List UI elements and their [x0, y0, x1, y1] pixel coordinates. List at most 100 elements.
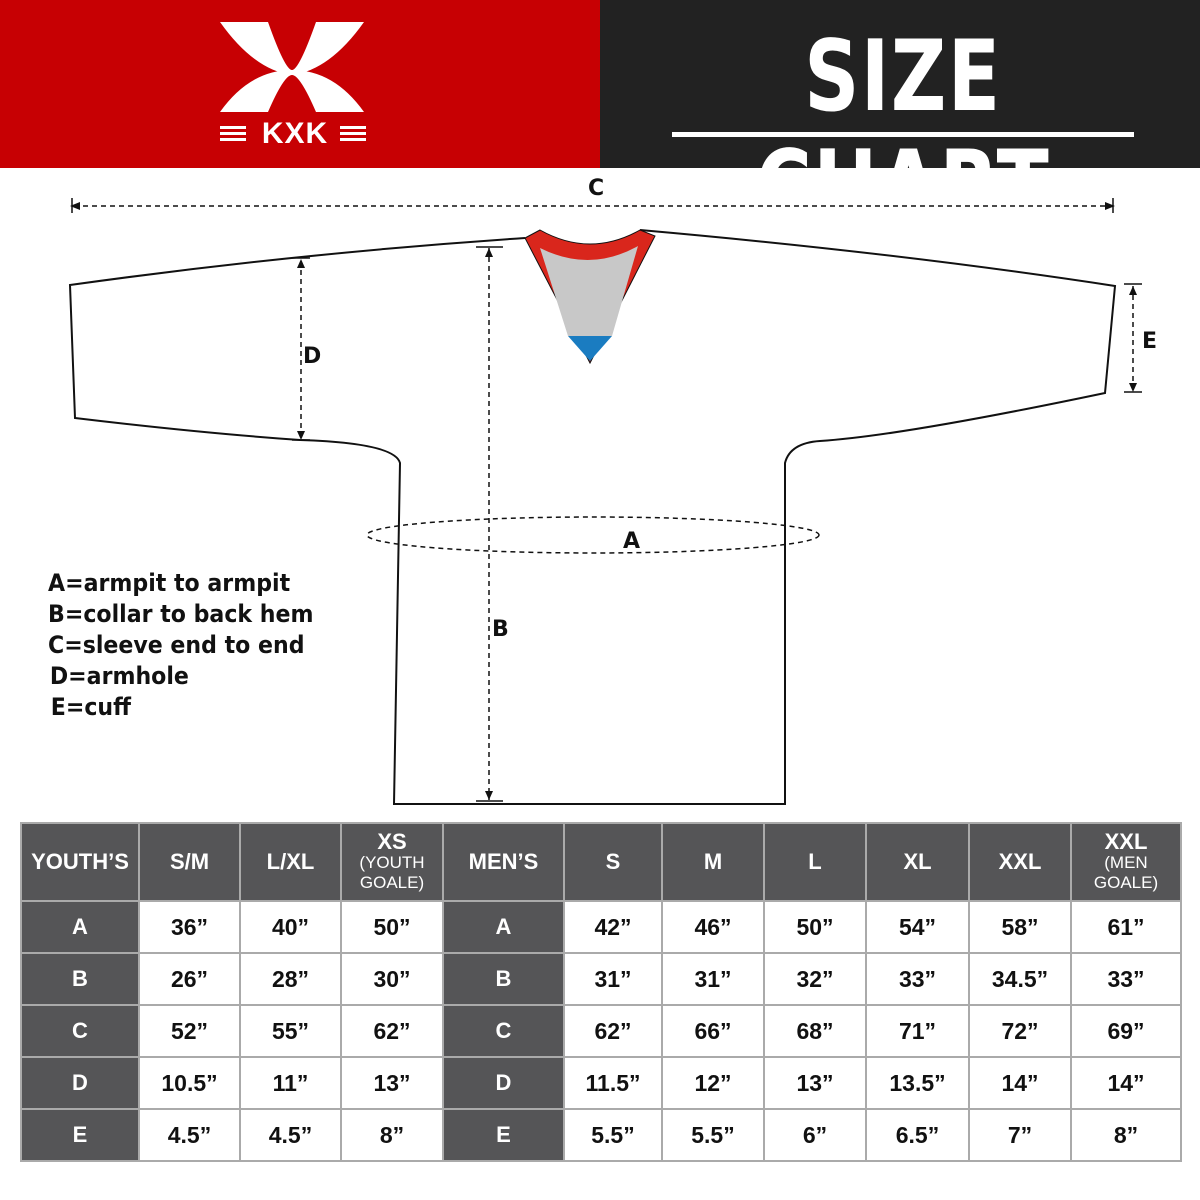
table-cell: 13” [763, 1056, 867, 1110]
table-row: E 4.5” 4.5” 8” E 5.5” 5.5” 6” 6.5” 7” 8” [20, 1108, 1182, 1162]
row-label: D [20, 1056, 140, 1110]
table-cell: 62” [340, 1004, 444, 1058]
legend-item: A=armpit to armpit [48, 569, 291, 597]
label-d: D [303, 344, 322, 369]
column-header: YOUTH’S [20, 822, 140, 902]
header-sublabel: (YOUTH GOALE) [359, 853, 425, 892]
column-header: XXL (MEN GOALE) [1070, 822, 1182, 902]
table-cell: 55” [239, 1004, 342, 1058]
table-cell: 13” [340, 1056, 444, 1110]
table-cell: 50” [763, 900, 867, 954]
brand-banner: KXK [0, 0, 600, 168]
table-row: A 36” 40” 50” A 42” 46” 50” 54” 58” 61” [20, 900, 1182, 954]
table-cell: 61” [1070, 900, 1182, 954]
title-banner [600, 0, 1200, 168]
column-header: S [563, 822, 663, 902]
header-label: XL [903, 849, 932, 874]
column-header: S/M [138, 822, 241, 902]
table-cell: 6” [763, 1108, 867, 1162]
table-cell: 32” [763, 952, 867, 1006]
row-label: C [20, 1004, 140, 1058]
row-label: E [442, 1108, 565, 1162]
header-label: L/XL [266, 849, 315, 874]
header-label: S/M [169, 849, 210, 874]
table-cell: 4.5” [239, 1108, 342, 1162]
row-label: C [442, 1004, 565, 1058]
column-header: L/XL [239, 822, 342, 902]
header-label: YOUTH’S [31, 849, 129, 874]
legend-item: E=cuff [50, 693, 132, 721]
legend-item: C=sleeve end to end [48, 631, 305, 659]
table-cell: 52” [138, 1004, 241, 1058]
header-label: S [605, 849, 621, 874]
label-b: B [492, 617, 509, 642]
legend-item: D=armhole [49, 662, 189, 690]
page-title: SIZE CHART [755, 20, 1051, 244]
table-cell: 4.5” [138, 1108, 241, 1162]
table-header-row: YOUTH’S S/M L/XL XS (YOUTH GOALE) MEN’S S M L XL X… [20, 822, 1182, 902]
table-cell: 58” [968, 900, 1072, 954]
table-row: C 52” 55” 62” C 62” 66” 68” 71” 72” 69” [20, 1004, 1182, 1058]
label-e: E [1142, 329, 1158, 354]
table-cell: 42” [563, 900, 663, 954]
header-sublabel: (MEN GOALE) [1093, 853, 1159, 892]
kxk-logo-icon [220, 22, 366, 141]
row-label: E [20, 1108, 140, 1162]
table-cell: 14” [968, 1056, 1072, 1110]
table-cell: 5.5” [661, 1108, 765, 1162]
table-row: D 10.5” 11” 13” D 11.5” 12” 13” 13.5” 14” 14” [20, 1056, 1182, 1110]
table-cell: 46” [661, 900, 765, 954]
header-label: XXL [998, 849, 1042, 874]
table-cell: 33” [865, 952, 970, 1006]
table-cell: 11” [239, 1056, 342, 1110]
row-label: B [20, 952, 140, 1006]
table-cell: 6.5” [865, 1108, 970, 1162]
table-cell: 34.5” [968, 952, 1072, 1006]
table-cell: 66” [661, 1004, 765, 1058]
row-label: D [442, 1056, 565, 1110]
table-row: B 26” 28” 30” B 31” 31” 32” 33” 34.5” 33” [20, 952, 1182, 1006]
jersey-diagram [68, 198, 1142, 805]
table-cell: 69” [1070, 1004, 1182, 1058]
jersey-outline [68, 229, 1117, 805]
table-cell: 26” [138, 952, 241, 1006]
column-header: XXL [968, 822, 1072, 902]
table-cell: 11.5” [563, 1056, 663, 1110]
table-cell: 31” [563, 952, 663, 1006]
table-cell: 36” [138, 900, 241, 954]
column-header: XS (YOUTH GOALE) [340, 822, 444, 902]
table-cell: 62” [563, 1004, 663, 1058]
header-label: L [808, 849, 822, 874]
table-cell: 31” [661, 952, 765, 1006]
table-cell: 50” [340, 900, 444, 954]
measurement-legend: A=armpit to armpit B=collar to back hem … [48, 568, 337, 723]
table-cell: 71” [865, 1004, 970, 1058]
table-cell: 72” [968, 1004, 1072, 1058]
header-label: XS [377, 829, 407, 854]
table-cell: 12” [661, 1056, 765, 1110]
label-a: A [623, 529, 641, 554]
table-cell: 54” [865, 900, 970, 954]
column-header: L [763, 822, 867, 902]
table-cell: 30” [340, 952, 444, 1006]
header-label: M [703, 849, 723, 874]
column-header: XL [865, 822, 970, 902]
row-label: B [442, 952, 565, 1006]
header-label: XXL [1104, 829, 1148, 854]
row-label: A [20, 900, 140, 954]
table-cell: 14” [1070, 1056, 1182, 1110]
column-header: M [661, 822, 765, 902]
table-cell: 7” [968, 1108, 1072, 1162]
table-cell: 5.5” [563, 1108, 663, 1162]
table-cell: 68” [763, 1004, 867, 1058]
table-cell: 40” [239, 900, 342, 954]
column-header: MEN’S [442, 822, 565, 902]
table-cell: 28” [239, 952, 342, 1006]
row-label: A [442, 900, 565, 954]
table-cell: 33” [1070, 952, 1182, 1006]
table-cell: 10.5” [138, 1056, 241, 1110]
table-cell: 8” [340, 1108, 444, 1162]
table-cell: 13.5” [865, 1056, 970, 1110]
label-c: C [588, 176, 605, 201]
size-table: YOUTH’S S/M L/XL XS (YOUTH GOALE) MEN’S S M L XL X… [20, 822, 1182, 1162]
